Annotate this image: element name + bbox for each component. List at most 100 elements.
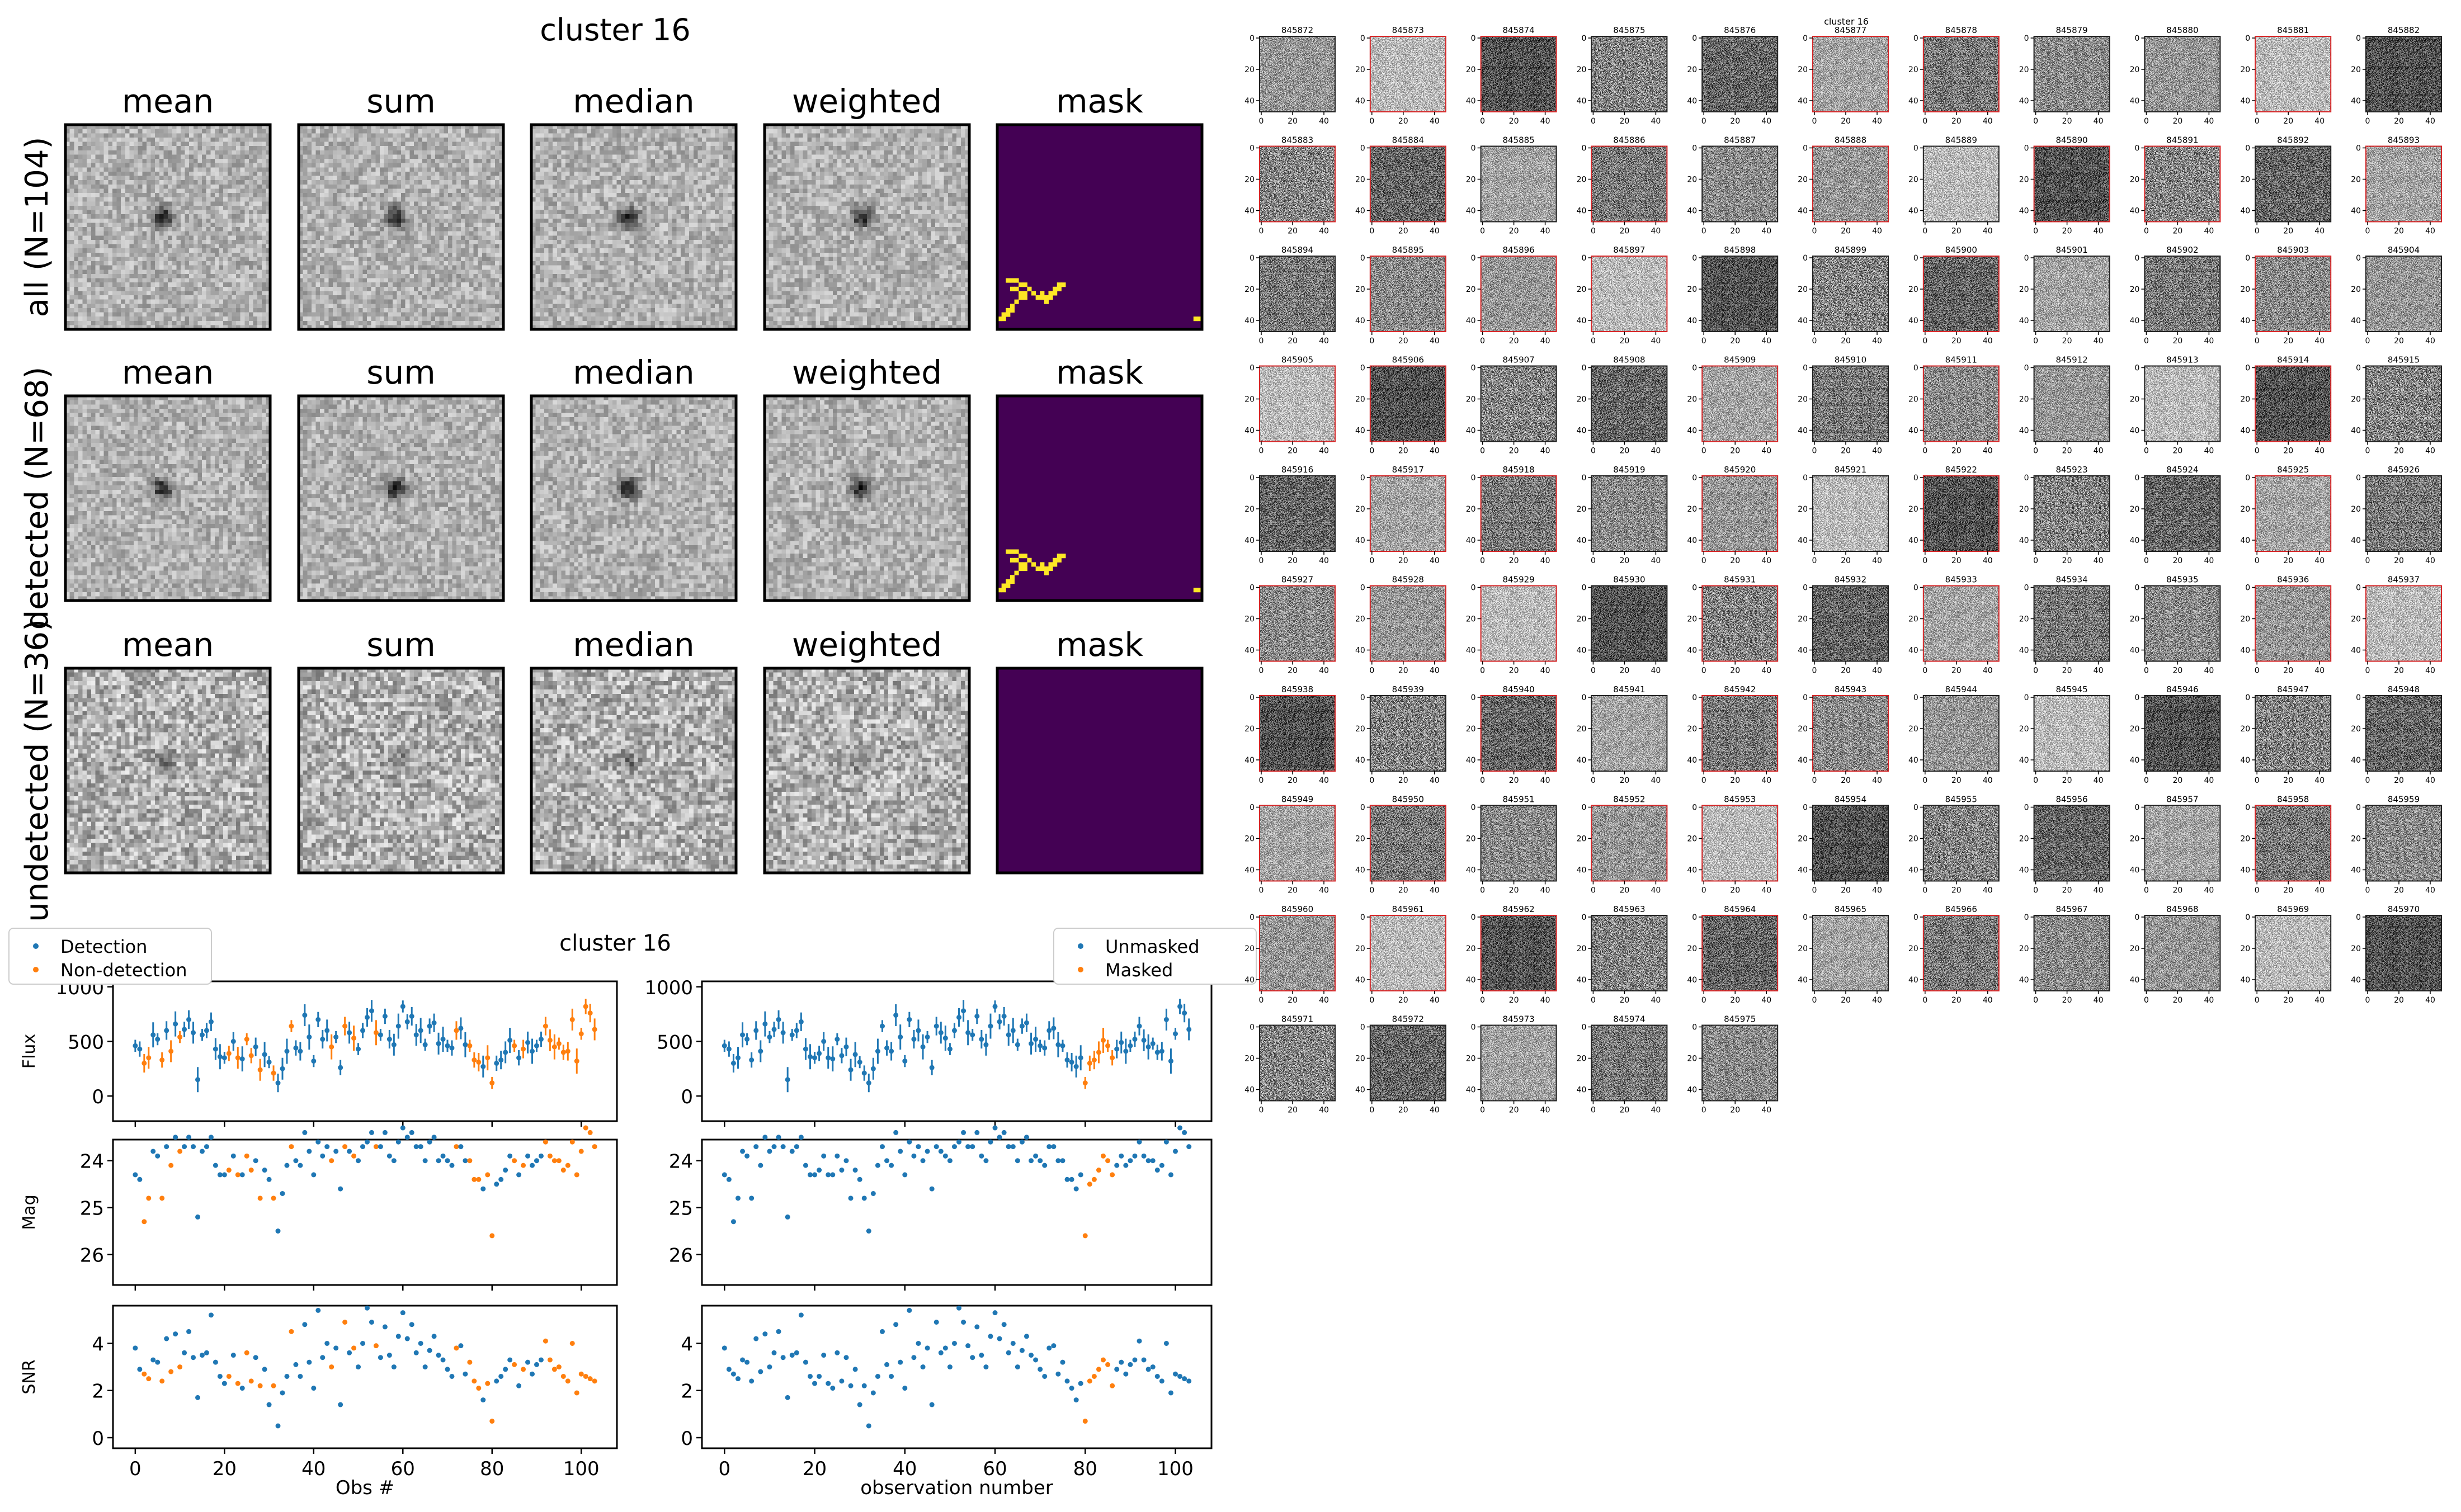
cutout-y-tick-label: 40 — [1466, 646, 1476, 655]
data-point — [1114, 1163, 1120, 1168]
legend-marker — [33, 943, 39, 949]
cutout-y-tick-label: 40 — [2019, 97, 2029, 106]
data-point — [730, 1371, 736, 1377]
cutout-x-tick-label: 40 — [2094, 337, 2104, 346]
cutout-x-tick-label: 20 — [1509, 667, 1519, 675]
cutout-label: 845898 — [1724, 245, 1756, 255]
data-point — [498, 1373, 504, 1379]
data-point — [1119, 1153, 1124, 1159]
data-point — [1046, 1345, 1052, 1351]
cutout-x-tick-label: 0 — [1922, 667, 1927, 675]
data-point — [992, 1310, 998, 1316]
cutout-frame — [2365, 145, 2442, 223]
cutout-x-tick-label: 20 — [2394, 886, 2404, 895]
cutout-x-tick-label: 0 — [1812, 886, 1817, 895]
cutout-y-tick-label: 0 — [2245, 913, 2250, 922]
cutout-y-tick-label: 0 — [1692, 584, 1697, 593]
cutout-frame — [1369, 145, 1446, 223]
data-point — [1064, 1176, 1070, 1182]
cutout-y-tick-label: 40 — [1908, 976, 1918, 985]
mask-pixel — [997, 588, 1002, 593]
data-point — [244, 1153, 249, 1159]
stack-mean-image — [65, 396, 270, 601]
cutout-y-tick-label: 20 — [2351, 176, 2361, 185]
cutout-y-tick-label: 40 — [1244, 316, 1255, 325]
data-point — [979, 1153, 984, 1159]
cutout-x-tick-label: 20 — [1619, 667, 1629, 675]
mask-pixel — [1010, 304, 1015, 309]
cutout-x-tick-label: 20 — [1619, 1106, 1629, 1115]
data-point — [934, 1320, 939, 1325]
cutout-image — [1370, 476, 1446, 551]
data-point — [284, 1373, 290, 1379]
cutout-y-tick-label: 40 — [1466, 866, 1476, 875]
data-point — [315, 1139, 321, 1145]
cutout-x-tick-label: 0 — [1812, 996, 1817, 1005]
cutout-x-tick-label: 20 — [1288, 447, 1298, 456]
cutout-x-tick-label: 40 — [2204, 337, 2214, 346]
data-point — [1038, 1043, 1043, 1048]
cutout-y-tick-label: 40 — [1798, 97, 1808, 106]
cutout-image — [1260, 915, 1335, 991]
data-point — [356, 1158, 361, 1164]
cutout-x-tick-label: 0 — [1369, 447, 1374, 456]
cutout-label: 845877 — [1835, 25, 1866, 35]
cutout-y-tick-label: 0 — [2245, 804, 2250, 812]
cutout-x-tick-label: 0 — [2144, 447, 2149, 456]
mask-pixel — [1006, 579, 1011, 584]
data-point — [925, 1034, 930, 1040]
data-point — [534, 1043, 539, 1048]
cutout-x-tick-label: 20 — [2172, 556, 2182, 565]
data-point — [525, 1359, 531, 1365]
cutout-y-tick-label: 40 — [1355, 207, 1365, 216]
cutout-x-tick-label: 40 — [1872, 117, 1882, 126]
stack-column-title: weighted — [792, 82, 942, 120]
cutout-image — [1813, 36, 1888, 112]
cutout-frame — [2255, 585, 2332, 662]
data-point — [1091, 1176, 1097, 1182]
data-point — [320, 1355, 326, 1360]
cutout-image — [1481, 915, 1557, 991]
data-point — [333, 1149, 339, 1154]
cutout-label: 845894 — [1281, 245, 1313, 255]
data-point — [920, 1364, 926, 1370]
mask-pixel — [1019, 291, 1024, 296]
data-point — [155, 1359, 161, 1365]
data-point — [861, 1383, 867, 1388]
data-point — [875, 1048, 880, 1054]
cutout-frame — [1591, 915, 1668, 991]
cutout-y-tick-label: 40 — [1466, 316, 1476, 325]
data-point — [1177, 1125, 1183, 1131]
cutout-y-tick-label: 40 — [1466, 427, 1476, 436]
cutout-x-tick-label: 40 — [1319, 227, 1329, 236]
cutout-x-tick-label: 0 — [1259, 447, 1264, 456]
data-point — [230, 1038, 236, 1044]
cutout-frame — [2144, 695, 2221, 772]
cutout-y-tick-label: 40 — [1687, 646, 1697, 655]
data-point — [329, 1364, 334, 1370]
cutout-y-tick-label: 20 — [1577, 176, 1587, 185]
data-point — [512, 1158, 517, 1164]
cutout-x-tick-label: 0 — [2144, 117, 2149, 126]
cutout-x-tick-label: 40 — [1651, 1106, 1661, 1115]
y-tick-label: 25 — [80, 1198, 104, 1220]
cutout-label: 845950 — [1392, 795, 1424, 805]
data-point — [507, 1357, 513, 1363]
stack-column-title: median — [573, 82, 694, 120]
data-point — [324, 1340, 330, 1346]
cutout-x-tick-label: 0 — [2365, 117, 2370, 126]
cutout-y-tick-label: 0 — [1692, 254, 1697, 263]
data-point — [1096, 1168, 1101, 1173]
cutout-x-tick-label: 40 — [1983, 447, 1993, 456]
cutout-label: 845953 — [1724, 795, 1756, 805]
data-point — [230, 1353, 236, 1358]
data-point — [1078, 1381, 1083, 1386]
data-point — [168, 1048, 174, 1054]
